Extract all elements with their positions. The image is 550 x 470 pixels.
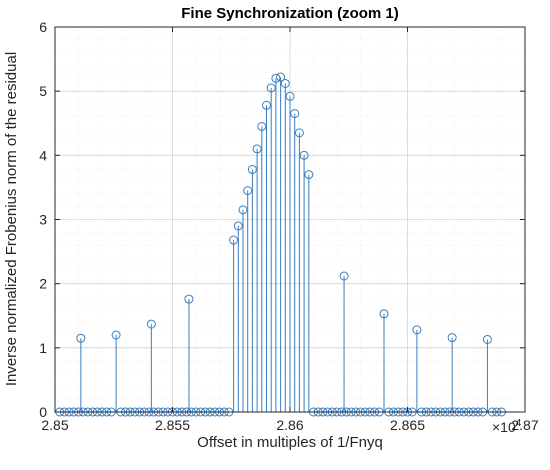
y-tick-label: 3 bbox=[39, 212, 47, 228]
x-axis-exponent-power: 4 bbox=[516, 418, 522, 429]
x-tick-label: 2.86 bbox=[276, 417, 303, 433]
stem-marker bbox=[266, 83, 276, 93]
stem-marker bbox=[276, 72, 286, 82]
stem-marker bbox=[294, 128, 304, 138]
x-tick-label: 2.865 bbox=[390, 417, 425, 433]
x-axis-exponent-base: ×10 bbox=[492, 419, 516, 435]
y-axis-label: Inverse normalized Frobenius norm of the… bbox=[3, 52, 20, 386]
stem-marker bbox=[285, 91, 295, 101]
y-tick-label: 0 bbox=[39, 404, 47, 420]
x-tick-label: 2.85 bbox=[41, 417, 68, 433]
stem-marker bbox=[76, 333, 86, 343]
stem-marker bbox=[482, 334, 492, 344]
stem-marker bbox=[238, 205, 248, 215]
stem-marker bbox=[247, 164, 257, 174]
stem-marker bbox=[146, 319, 156, 329]
y-tick-label: 5 bbox=[39, 83, 47, 99]
stem-marker bbox=[233, 221, 243, 231]
x-axis-label: Offset in multiples of 1/Fnyq bbox=[197, 434, 383, 451]
y-tick-label: 2 bbox=[39, 276, 47, 292]
axis-ticks: 2.85 2.855 2.86 2.865 2.87 0 1 2 3 4 5 6 bbox=[39, 19, 539, 433]
y-tick-label: 4 bbox=[39, 147, 47, 163]
stem-marker bbox=[339, 271, 349, 281]
x-tick-label: 2.87 bbox=[511, 417, 538, 433]
y-tick-label: 6 bbox=[39, 19, 47, 35]
stem-marker bbox=[290, 109, 300, 119]
stem-marker bbox=[262, 100, 271, 110]
stem-marker bbox=[412, 325, 422, 335]
stem-marker bbox=[257, 121, 267, 131]
stem-marker bbox=[280, 78, 290, 88]
stem-marker bbox=[252, 144, 262, 154]
stem-marker bbox=[271, 73, 281, 83]
stem-marker bbox=[184, 294, 194, 304]
stem-marker bbox=[379, 309, 389, 319]
stem-marker bbox=[447, 333, 457, 343]
stem-marker bbox=[304, 170, 314, 180]
stem-marker bbox=[229, 235, 239, 245]
stem-marker bbox=[299, 150, 309, 160]
stem-marker bbox=[243, 186, 253, 196]
y-tick-label: 1 bbox=[39, 340, 47, 356]
x-tick-label: 2.855 bbox=[155, 417, 190, 433]
chart-title: Fine Synchronization (zoom 1) bbox=[181, 5, 399, 22]
stem-marker bbox=[111, 330, 121, 340]
x-axis-exponent: ×104 bbox=[492, 418, 522, 435]
